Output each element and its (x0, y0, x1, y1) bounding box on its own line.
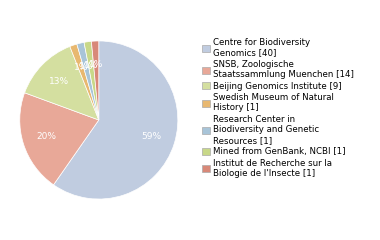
Text: 1%: 1% (89, 60, 103, 69)
Text: 1%: 1% (79, 62, 93, 71)
Wedge shape (54, 41, 178, 199)
Wedge shape (25, 47, 99, 120)
Text: 59%: 59% (141, 132, 161, 141)
Wedge shape (20, 93, 99, 185)
Wedge shape (84, 41, 99, 120)
Wedge shape (70, 44, 99, 120)
Text: 1%: 1% (74, 63, 88, 72)
Text: 13%: 13% (49, 77, 69, 86)
Text: 1%: 1% (84, 61, 98, 70)
Wedge shape (77, 42, 99, 120)
Wedge shape (92, 41, 99, 120)
Legend: Centre for Biodiversity
Genomics [40], SNSB, Zoologische
Staatssammlung Muenchen: Centre for Biodiversity Genomics [40], S… (202, 38, 354, 178)
Text: 20%: 20% (36, 132, 56, 141)
